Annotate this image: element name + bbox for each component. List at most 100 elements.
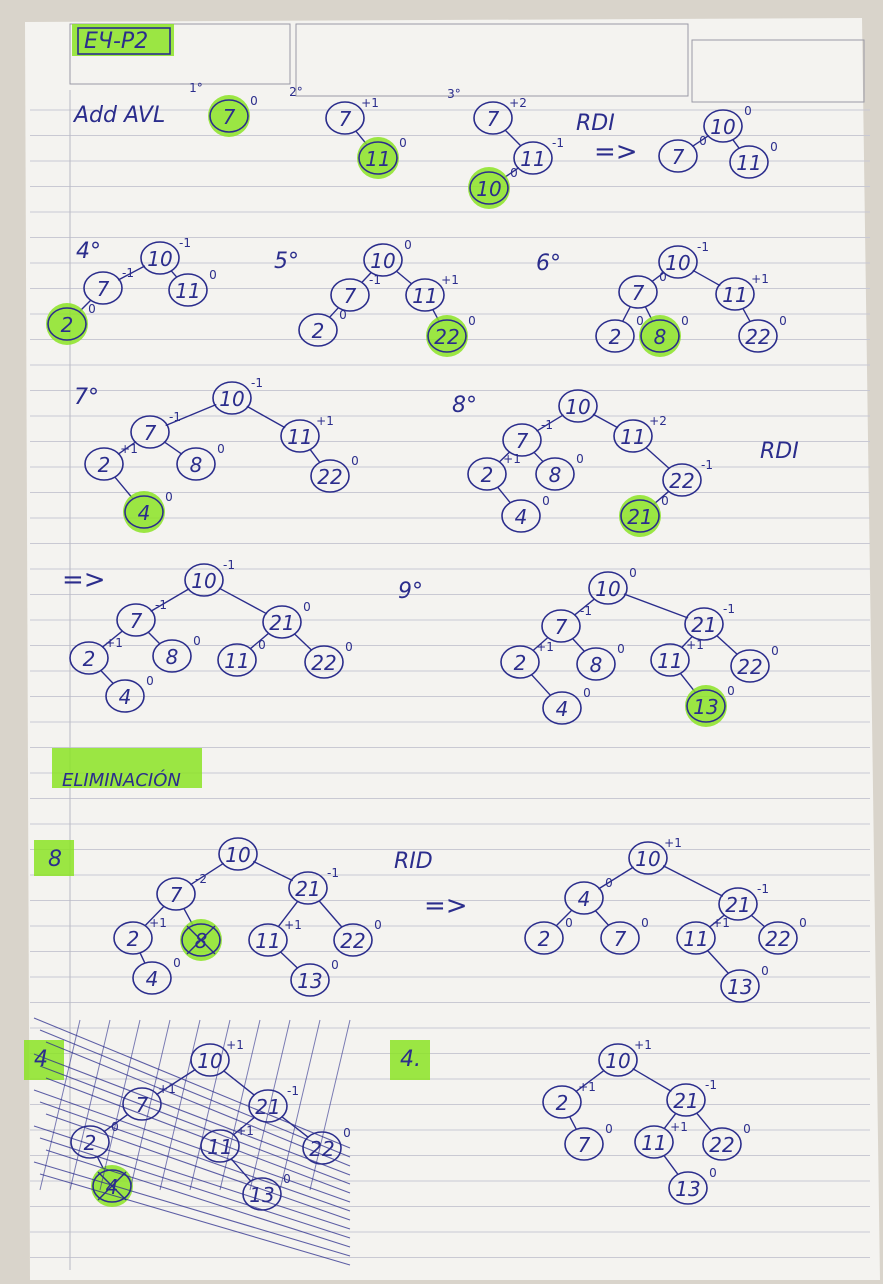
balance-factor: +1	[158, 1082, 176, 1096]
tree-edge	[663, 1155, 679, 1175]
node-circle	[358, 141, 398, 175]
scribble-stroke	[189, 1019, 231, 1191]
tree-node: 2 +1	[113, 916, 167, 955]
scribble-stroke	[45, 1149, 351, 1248]
node-circle	[729, 145, 769, 179]
node-circle	[618, 275, 658, 309]
balance-factor: 0	[659, 270, 667, 284]
balance-factor: 0	[605, 876, 613, 890]
header-label: EЧ-P2	[84, 29, 148, 54]
node-circle	[130, 415, 170, 449]
eliminacion-title: ELIMINACIÓN	[62, 769, 181, 791]
node-key: 10	[665, 251, 690, 275]
node-key: 2	[61, 313, 74, 337]
balance-factor: +1	[236, 1124, 254, 1138]
node-highlight	[46, 303, 88, 345]
node-circle	[288, 871, 328, 905]
tree-node: 10 +1	[628, 836, 682, 875]
node-key: 2	[609, 325, 622, 349]
tree-edge	[622, 306, 631, 322]
step-4-label: 4°	[76, 239, 101, 264]
tree-edge	[532, 636, 549, 652]
node-circle	[200, 1129, 240, 1163]
node-circle	[116, 603, 156, 637]
tree-node: 11 -1	[513, 136, 564, 175]
node-key: 2	[83, 647, 96, 671]
node-circle	[542, 691, 582, 725]
node-circle	[658, 245, 698, 279]
balance-factor: 0	[88, 302, 96, 316]
node-key: 2	[98, 453, 111, 477]
tree-edge	[170, 270, 178, 278]
tree-edge	[144, 905, 165, 927]
tree-node: 40	[123, 490, 173, 533]
tree-node: 20	[298, 308, 347, 347]
tree-node: 21 -1	[288, 866, 339, 905]
tree-node: 22 0	[333, 918, 382, 957]
tree-node: 13 0	[290, 958, 339, 997]
node-circle	[298, 313, 338, 347]
node-key: 4	[106, 1175, 119, 1199]
tree-node: 7 -1	[502, 418, 553, 457]
tree-node: 20	[524, 916, 573, 955]
node-circle	[676, 921, 716, 955]
delete-8-label: 8	[48, 847, 62, 872]
node-key: 22	[340, 929, 365, 953]
node-key: 11	[287, 425, 312, 449]
node-circle	[686, 689, 726, 723]
balance-factor: 0	[331, 958, 339, 972]
header-box-3	[691, 39, 865, 103]
scribble-stroke	[39, 1019, 81, 1191]
scribble-stroke	[159, 1019, 201, 1191]
balance-factor: 0	[209, 268, 217, 282]
tree-node: 70	[618, 270, 667, 309]
tree-node: 10 -1	[184, 558, 235, 597]
tree-edge	[575, 1069, 605, 1093]
tree-node: 21 0	[262, 600, 311, 639]
tree-node: 10 -1	[140, 236, 191, 275]
balance-factor: +1	[664, 836, 682, 850]
balance-factor: +1	[149, 916, 167, 930]
balance-factor: -1	[369, 273, 381, 287]
cross-out	[97, 1171, 127, 1201]
node-highlight	[639, 315, 681, 357]
balance-factor: -1	[580, 604, 592, 618]
tree-edge	[150, 588, 190, 612]
tree-edge	[498, 451, 511, 463]
tree-node: 70	[658, 134, 707, 173]
tree-node: 10 0	[703, 104, 752, 143]
scribble-stroke	[279, 1019, 321, 1191]
scribble-stroke	[45, 1041, 351, 1167]
balance-factor: 0	[744, 104, 752, 118]
node-key: 8	[195, 929, 208, 953]
node-circle	[140, 241, 180, 275]
scribble-stroke	[45, 1077, 351, 1194]
scribble-stroke	[129, 1019, 171, 1191]
node-circle	[290, 963, 330, 997]
tree-edge	[732, 139, 740, 149]
node-key: 7	[144, 421, 157, 445]
balance-factor: +1	[316, 414, 334, 428]
balance-factor: 0	[146, 674, 154, 688]
delete-4-label: 4	[34, 1047, 48, 1072]
node-key: 21	[673, 1089, 698, 1113]
node-circle	[613, 419, 653, 453]
node-key: 7	[223, 105, 236, 129]
tree-node: 21 0	[619, 494, 669, 537]
node-circle	[218, 837, 258, 871]
node-circle	[209, 99, 249, 133]
tree-node: 22 0	[730, 644, 779, 683]
balance-factor: 0	[510, 166, 518, 180]
header-box-1	[69, 23, 291, 85]
balance-factor: +1	[361, 96, 379, 110]
node-circle	[668, 1171, 708, 1205]
balance-factor: -1	[155, 598, 167, 612]
tree-node: 22 -1	[662, 458, 713, 497]
tree-node: 7 +2	[473, 96, 527, 135]
node-circle	[405, 278, 445, 312]
tree-node: 21 -1	[666, 1078, 717, 1117]
